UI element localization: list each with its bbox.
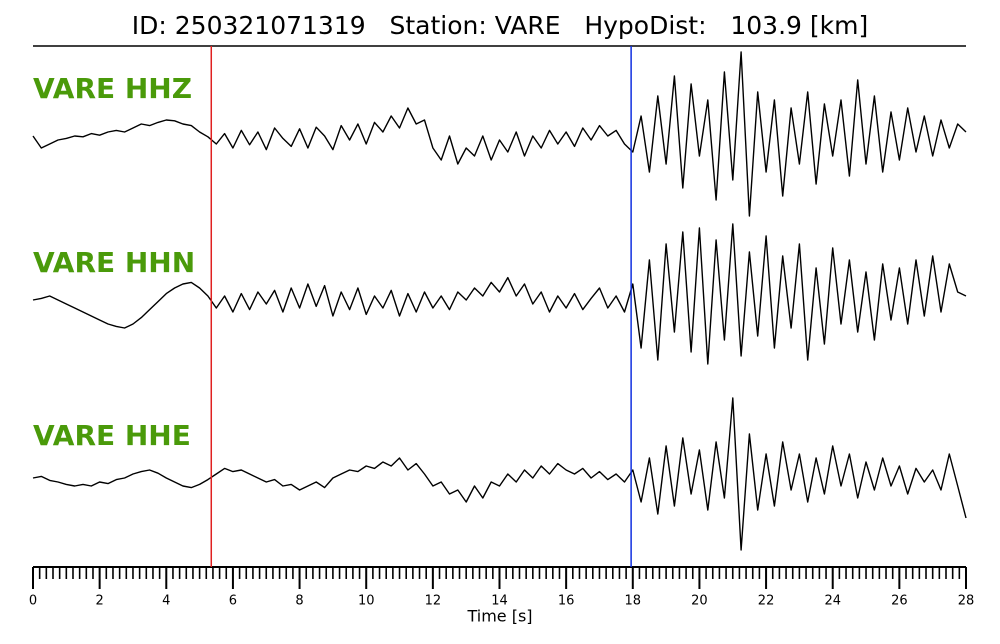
x-tick-label: 26 — [891, 594, 908, 609]
x-tick-label: 28 — [958, 594, 975, 609]
trace-label: VARE HHZ — [33, 72, 192, 105]
waveform — [32, 51, 967, 217]
x-tick-label: 24 — [824, 594, 841, 609]
x-tick-label: 6 — [229, 594, 237, 609]
x-tick-label: 22 — [758, 594, 775, 609]
x-axis-label: Time [s] — [466, 607, 532, 626]
trace-label: VARE HHN — [33, 246, 195, 279]
x-tick-label: 14 — [491, 594, 508, 609]
x-tick-label: 10 — [358, 594, 375, 609]
x-tick-label: 8 — [295, 594, 303, 609]
waveform — [32, 223, 967, 365]
x-tick-label: 12 — [425, 594, 442, 609]
x-tick-label: 20 — [691, 594, 708, 609]
x-tick-label: 0 — [29, 594, 37, 609]
waveform — [32, 397, 967, 551]
x-tick-label: 2 — [96, 594, 104, 609]
x-tick-label: 16 — [558, 594, 575, 609]
trace-label: VARE HHE — [33, 419, 191, 452]
x-tick-label: 18 — [625, 594, 642, 609]
chart-title: ID: 250321071319 Station: VARE HypoDist:… — [132, 11, 868, 40]
x-tick-label: 4 — [162, 594, 170, 609]
